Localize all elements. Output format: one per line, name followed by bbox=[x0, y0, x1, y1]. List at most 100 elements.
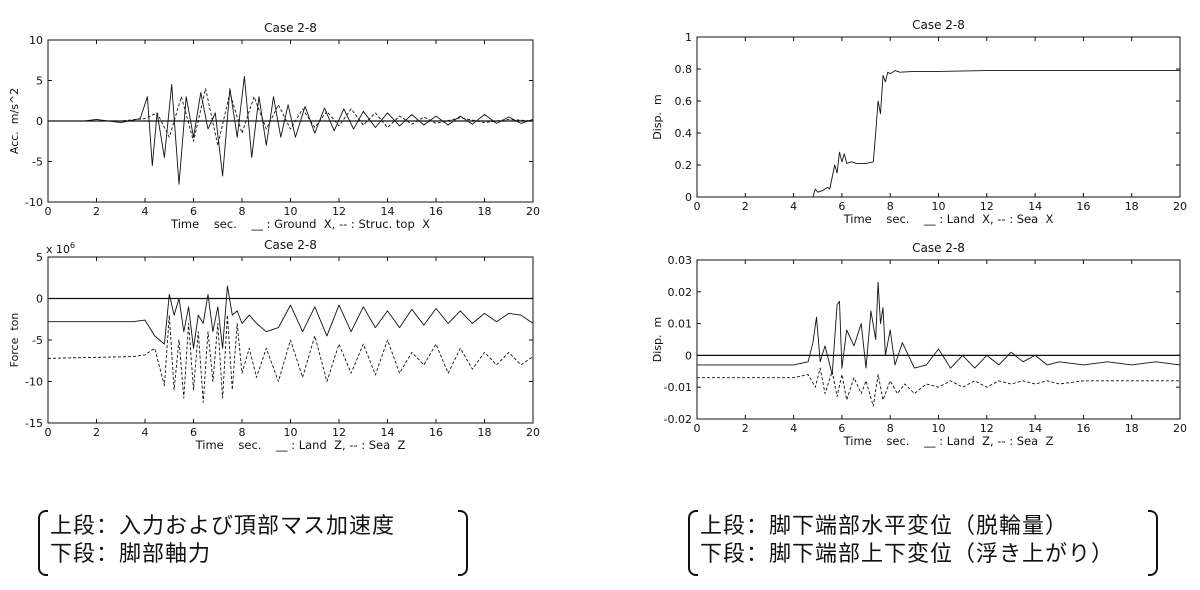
x-tick-label: 18 bbox=[1125, 422, 1139, 435]
y-tick-label: 0 bbox=[685, 349, 692, 362]
y-tick-label: 0.8 bbox=[675, 63, 693, 76]
x-tick-label: 6 bbox=[838, 200, 845, 213]
x-tick-label: 16 bbox=[429, 205, 443, 218]
x-tick-label: 18 bbox=[1125, 200, 1139, 213]
caption-right-line2: 下段：脚下端部上下変位（浮き上がり） bbox=[700, 542, 1115, 567]
x-tick-label: 20 bbox=[526, 426, 540, 439]
x-tick-label: 16 bbox=[1076, 422, 1090, 435]
series-line-solid bbox=[48, 285, 534, 349]
x-tick-label: 16 bbox=[1076, 200, 1090, 213]
y-tick-label: 10 bbox=[29, 34, 43, 47]
caption-right-line1: 上段：脚下端部水平変位（脱輪量） bbox=[700, 514, 1069, 539]
y-tick-label: 0.4 bbox=[675, 127, 693, 140]
chart-title: Case 2-8 bbox=[264, 21, 317, 35]
x-tick-label: 10 bbox=[932, 422, 946, 435]
x-tick-label: 2 bbox=[93, 426, 100, 439]
right-bracket bbox=[458, 510, 468, 576]
series-line-solid bbox=[48, 76, 534, 185]
x-axis-label: Time sec. __ : Land X, -- : Sea X bbox=[843, 212, 1054, 226]
x-tick-label: 14 bbox=[1028, 422, 1042, 435]
x-tick-label: 6 bbox=[190, 426, 197, 439]
y-tick-label: 0.6 bbox=[675, 95, 693, 108]
y-axis-label: Disp. m bbox=[651, 94, 664, 139]
chart-title: Case 2-8 bbox=[912, 241, 965, 255]
x-tick-label: 20 bbox=[1173, 422, 1187, 435]
y-tick-label: -0.01 bbox=[664, 381, 692, 394]
left-bracket bbox=[38, 510, 48, 576]
y-tick-label: 5 bbox=[36, 75, 43, 88]
y-tick-label: -10 bbox=[25, 376, 43, 389]
x-axis-label: Time sec. __ : Ground X, -- : Struc. top… bbox=[170, 217, 430, 231]
y-tick-label: -15 bbox=[25, 417, 43, 430]
x-tick-label: 20 bbox=[526, 205, 540, 218]
x-tick-label: 12 bbox=[980, 200, 994, 213]
x-tick-label: 8 bbox=[239, 426, 246, 439]
y-tick-label: 5 bbox=[36, 251, 43, 264]
x-tick-label: 0 bbox=[694, 422, 701, 435]
x-tick-label: 6 bbox=[838, 422, 845, 435]
chart-title: Case 2-8 bbox=[264, 238, 317, 252]
x-tick-label: 0 bbox=[694, 200, 701, 213]
x-tick-label: 12 bbox=[332, 426, 346, 439]
y-tick-label: 0.03 bbox=[668, 254, 693, 267]
caption-left-line1: 上段：入力および頂部マス加速度 bbox=[50, 514, 396, 539]
x-tick-label: 4 bbox=[790, 422, 797, 435]
y-axis-label: Force ton bbox=[8, 313, 21, 368]
x-tick-label: 14 bbox=[1028, 200, 1042, 213]
chart-panel-3: 0 2 4 6 8 10 12 14 16 18 20 5 0 -5 -10 -15 Case 2-8 Time … bbox=[8, 238, 540, 452]
x-tick-label: 8 bbox=[887, 422, 894, 435]
caption-right: 上段：脚下端部水平変位（脱輪量） 下段：脚下端部上下変位（浮き上がり） bbox=[688, 510, 1158, 576]
series-line-solid bbox=[697, 281, 1181, 375]
x-tick-label: 4 bbox=[790, 200, 797, 213]
axis-multiplier: x 106 bbox=[46, 241, 75, 256]
plot-frame bbox=[696, 36, 1181, 198]
x-tick-label: 16 bbox=[429, 426, 443, 439]
y-axis-label: Disp. m bbox=[651, 317, 664, 362]
y-tick-label: -0.02 bbox=[664, 413, 692, 426]
x-tick-label: 0 bbox=[45, 205, 52, 218]
series-line-dashed bbox=[47, 314, 534, 403]
x-tick-label: 10 bbox=[284, 205, 298, 218]
x-tick-label: 14 bbox=[381, 426, 395, 439]
series-line-dashed bbox=[48, 88, 534, 146]
plot-frame bbox=[696, 259, 1181, 420]
caption-left-line2: 下段：脚部軸力 bbox=[50, 542, 212, 567]
x-tick-label: 2 bbox=[742, 200, 749, 213]
right-bracket bbox=[1148, 510, 1158, 576]
x-axis-label: Time sec. __ : Land Z, -- : Sea Z bbox=[843, 434, 1054, 448]
x-tick-label: 8 bbox=[887, 200, 894, 213]
y-tick-label: -10 bbox=[25, 196, 43, 209]
chart-panel-2: 0 2 4 6 8 10 12 14 16 18 20 1 0.8 0.6 0.4 0.2 0 Case 2-8 T… bbox=[651, 18, 1187, 226]
y-tick-label: 1 bbox=[685, 31, 692, 44]
chart-panel-1: 0 2 4 6 8 10 12 14 16 18 20 10 5 0 -5 -10 Case 2-8 Time s… bbox=[8, 21, 540, 231]
y-tick-label: 0 bbox=[36, 115, 43, 128]
series-line-dashed bbox=[697, 367, 1180, 407]
series-line-solid bbox=[697, 70, 1180, 198]
x-tick-label: 2 bbox=[93, 205, 100, 218]
axis-multiplier-exponent: 6 bbox=[70, 241, 75, 250]
x-tick-label: 10 bbox=[284, 426, 298, 439]
chart-title: Case 2-8 bbox=[912, 18, 965, 32]
x-tick-label: 10 bbox=[932, 200, 946, 213]
x-tick-label: 6 bbox=[190, 205, 197, 218]
y-tick-label: 0.02 bbox=[668, 286, 693, 299]
x-tick-label: 20 bbox=[1173, 200, 1187, 213]
x-tick-label: 18 bbox=[478, 426, 492, 439]
x-tick-label: 4 bbox=[142, 205, 149, 218]
left-bracket bbox=[688, 510, 698, 576]
y-tick-label: 0.2 bbox=[675, 159, 693, 172]
x-tick-label: 12 bbox=[332, 205, 346, 218]
x-tick-label: 12 bbox=[980, 422, 994, 435]
y-tick-label: 0 bbox=[36, 293, 43, 306]
caption-left: 上段：入力および頂部マス加速度 下段：脚部軸力 bbox=[38, 510, 468, 576]
x-tick-label: 0 bbox=[45, 426, 52, 439]
x-tick-label: 4 bbox=[142, 426, 149, 439]
y-tick-label: 0 bbox=[685, 191, 692, 204]
x-axis-label: Time sec. __ : Land Z, -- : Sea Z bbox=[195, 438, 406, 452]
chart-panel-4: 0 2 4 6 8 10 12 14 16 18 20 0.03 0.02 0.01 0 -0.01 -0.02… bbox=[651, 241, 1187, 448]
x-tick-label: 14 bbox=[381, 205, 395, 218]
x-tick-label: 18 bbox=[478, 205, 492, 218]
x-tick-label: 8 bbox=[239, 205, 246, 218]
y-tick-label: -5 bbox=[32, 334, 43, 347]
